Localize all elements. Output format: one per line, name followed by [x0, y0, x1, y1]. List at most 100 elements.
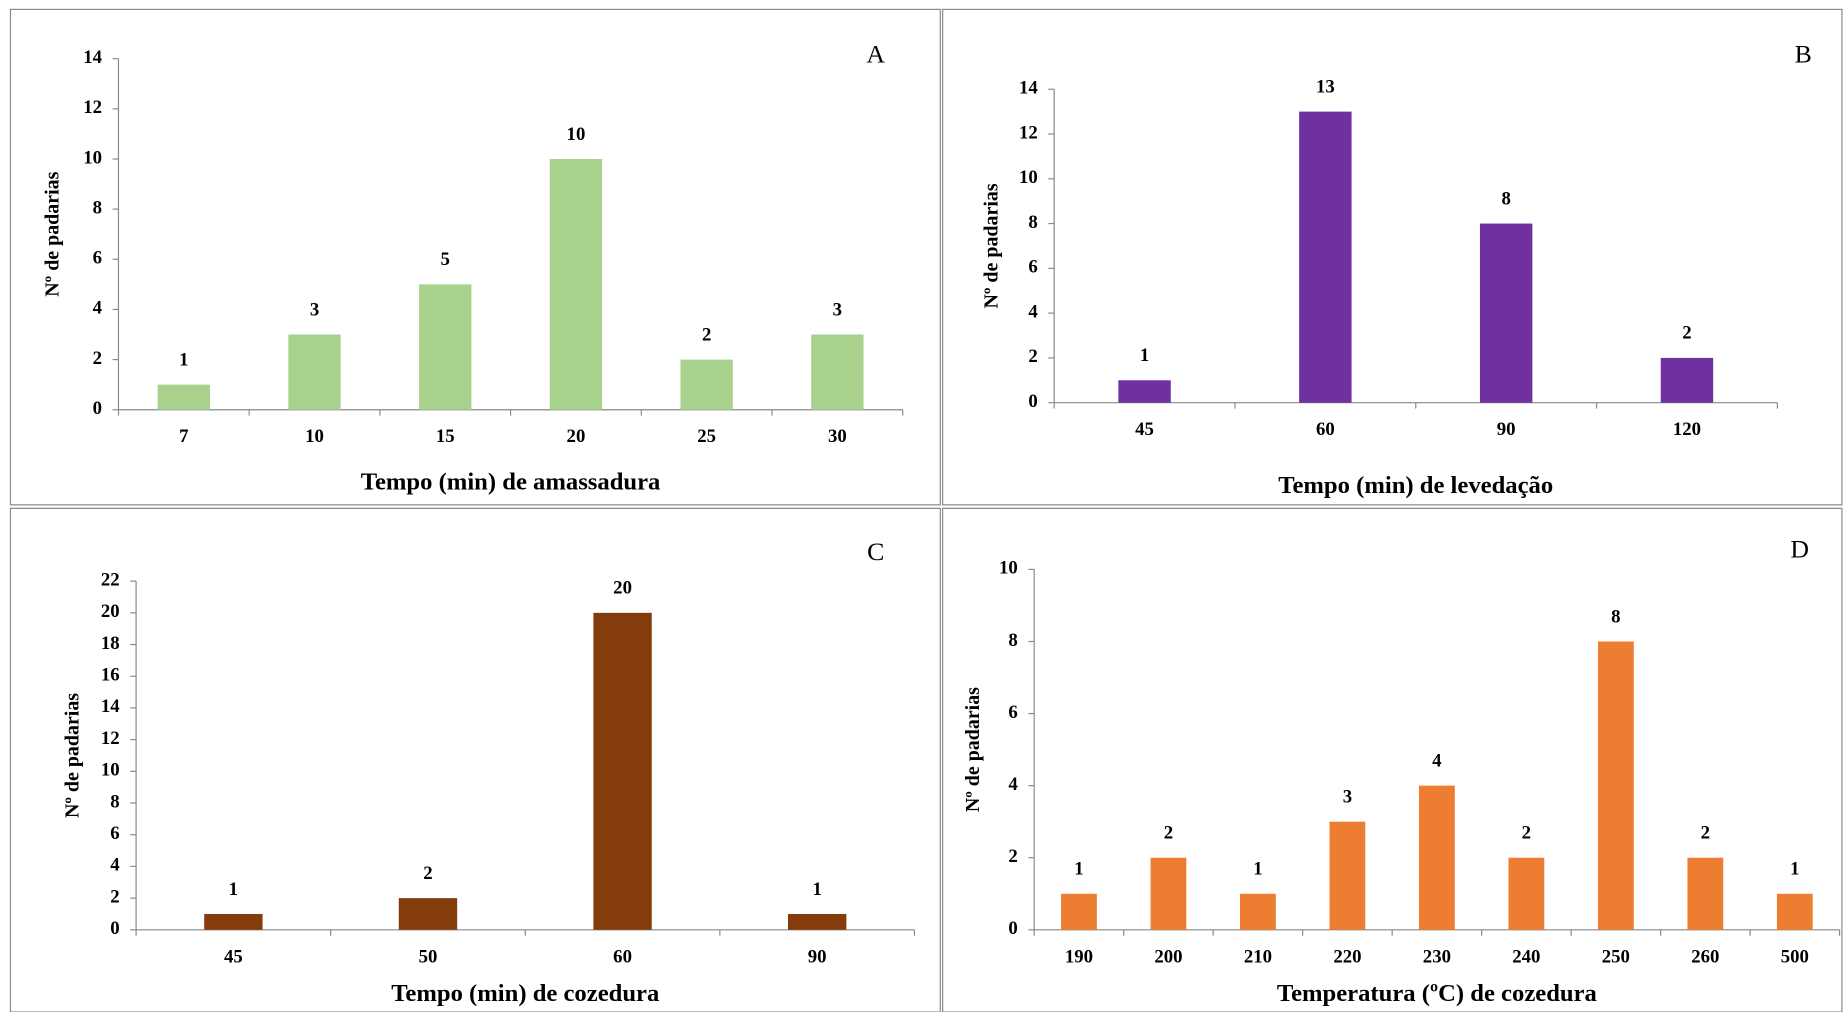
x-tick-label: 60 — [1316, 419, 1335, 440]
y-tick-label: 0 — [1028, 391, 1037, 412]
bar — [1150, 857, 1187, 930]
y-tick-label: 2 — [1008, 846, 1017, 867]
y-axis-title: Nº de padarias — [962, 687, 984, 812]
data-label: 1 — [1253, 859, 1262, 880]
panel-frame — [942, 507, 1843, 1012]
x-tick-label: 250 — [1602, 946, 1630, 967]
y-tick-label: 2 — [110, 886, 119, 907]
panel-frame — [9, 507, 941, 1012]
x-tick-label: 7 — [179, 426, 188, 447]
x-tick-label: 15 — [436, 426, 455, 447]
x-tick-label: 220 — [1333, 946, 1361, 967]
y-tick-label: 10 — [83, 147, 102, 168]
panel-frame — [942, 8, 1843, 506]
data-label: 1 — [1790, 859, 1799, 880]
x-tick-label: 120 — [1673, 419, 1701, 440]
y-tick-label: 12 — [83, 97, 102, 118]
y-tick-label: 10 — [1019, 167, 1038, 188]
y-axis-title: Nº de padarias — [41, 171, 63, 296]
y-tick-label: 4 — [1028, 301, 1038, 322]
data-label: 2 — [1682, 323, 1691, 344]
y-tick-label: 14 — [101, 696, 120, 717]
panel-label: A — [866, 39, 885, 68]
x-tick-label: 20 — [567, 426, 586, 447]
y-tick-label: 2 — [1028, 346, 1037, 367]
y-tick-label: 4 — [110, 855, 120, 876]
bar — [1597, 641, 1634, 930]
bar — [1118, 380, 1171, 403]
bar — [419, 284, 472, 410]
x-tick-label: 25 — [697, 426, 716, 447]
data-label: 5 — [441, 249, 450, 270]
bar — [811, 334, 864, 410]
x-tick-label: 10 — [305, 426, 324, 447]
x-axis-title: Tempo (min) de cozedura — [391, 980, 659, 1007]
y-tick-label: 6 — [1028, 257, 1037, 278]
bar — [787, 913, 847, 930]
panel-frame — [9, 8, 941, 506]
bar — [1299, 111, 1352, 403]
bar — [1687, 857, 1724, 930]
x-axis-title: Tempo (min) de amassadura — [361, 468, 661, 495]
bar — [1240, 893, 1276, 930]
bar — [1061, 893, 1097, 930]
y-tick-label: 6 — [110, 823, 119, 844]
panel-label: D — [1790, 535, 1809, 564]
y-tick-label: 0 — [110, 918, 119, 939]
x-axis-title: Tempo (min) de levedação — [1278, 472, 1553, 499]
y-tick-label: 12 — [1019, 122, 1038, 143]
y-tick-label: 20 — [101, 601, 120, 622]
y-tick-label: 8 — [110, 791, 119, 812]
x-tick-label: 50 — [419, 946, 438, 967]
data-label: 2 — [423, 863, 432, 884]
y-tick-label: 10 — [101, 760, 120, 781]
y-tick-label: 4 — [1008, 774, 1018, 795]
bar — [398, 898, 458, 930]
x-tick-label: 240 — [1512, 946, 1540, 967]
data-label: 3 — [1343, 787, 1352, 808]
panel-label: C — [867, 537, 884, 566]
bar — [288, 334, 341, 410]
x-tick-label: 210 — [1244, 946, 1272, 967]
data-label: 20 — [613, 578, 632, 599]
data-label: 10 — [567, 124, 586, 145]
x-axis-title: Temperatura (ºC) de cozedura — [1277, 980, 1597, 1007]
bar — [680, 359, 733, 410]
data-label: 3 — [833, 299, 842, 320]
data-label: 8 — [1501, 188, 1510, 209]
bar — [204, 913, 263, 930]
y-tick-label: 10 — [999, 558, 1018, 579]
y-tick-label: 18 — [101, 633, 120, 654]
x-tick-label: 190 — [1065, 946, 1093, 967]
bar — [549, 158, 603, 410]
data-label: 8 — [1611, 606, 1620, 627]
panel-label: B — [1795, 39, 1812, 68]
data-label: 2 — [702, 324, 711, 345]
y-tick-label: 14 — [83, 47, 102, 68]
data-label: 1 — [1140, 345, 1149, 366]
x-tick-label: 260 — [1691, 946, 1719, 967]
y-tick-label: 2 — [93, 348, 102, 369]
data-label: 3 — [310, 299, 319, 320]
x-tick-label: 45 — [224, 946, 243, 967]
y-axis-title: Nº de padarias — [61, 693, 83, 818]
bar — [1329, 821, 1366, 930]
x-tick-label: 90 — [1497, 419, 1516, 440]
y-tick-label: 14 — [1019, 78, 1038, 99]
x-tick-label: 60 — [613, 946, 632, 967]
x-tick-label: 200 — [1154, 946, 1182, 967]
data-label: 1 — [1074, 859, 1083, 880]
y-tick-label: 0 — [93, 398, 102, 419]
bar — [1479, 223, 1533, 403]
x-tick-label: 500 — [1781, 946, 1809, 967]
bar — [157, 384, 210, 410]
x-tick-label: 45 — [1135, 419, 1154, 440]
data-label: 2 — [1522, 823, 1531, 844]
data-label: 1 — [179, 349, 188, 370]
data-label: 2 — [1164, 823, 1173, 844]
bar — [1660, 357, 1714, 403]
x-tick-label: 30 — [828, 426, 847, 447]
bar — [1508, 857, 1545, 930]
data-label: 2 — [1701, 823, 1710, 844]
